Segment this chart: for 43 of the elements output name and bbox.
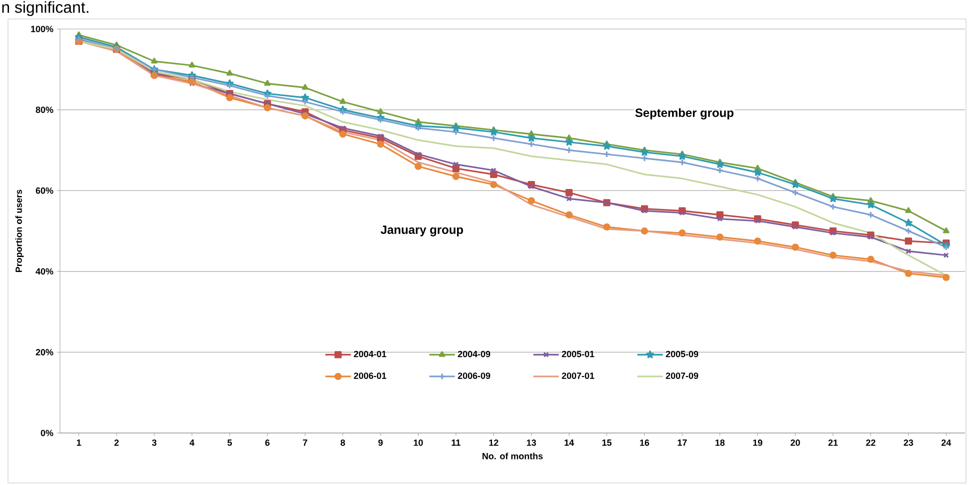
legend-label: 2004-01 [354,350,386,358]
x-tick-label: 3 [152,440,156,446]
y-tick-label: 100% [31,26,54,32]
x-tick-label: 10 [414,440,423,446]
x-tick-label: 8 [340,440,346,446]
x-tick-label: 20 [790,440,800,446]
legend-label: 2005-09 [666,350,698,358]
x-tick-label: 5 [227,440,232,446]
x-tick-label: 17 [678,440,687,446]
annotation: September group [635,108,734,120]
legend-label: 2007-01 [562,372,594,379]
y-tick-label: 20% [36,349,54,356]
legend-label: 2006-09 [458,372,490,379]
x-tick-label: 4 [190,440,194,446]
x-tick-label: 9 [378,440,383,446]
legend-label: 2007-09 [666,372,698,379]
x-tick-label: 1 [76,440,82,446]
x-tick-label: 14 [564,440,574,446]
y-tick-label: 80% [36,106,54,113]
x-tick-label: 11 [452,440,460,446]
x-tick-label: 21 [828,440,838,446]
x-tick-label: 7 [303,440,308,446]
x-tick-label: 16 [640,440,650,446]
annotation: January group [380,226,464,236]
legend-label: 2006-01 [354,372,386,379]
y-axis-title: Proportion of users [15,190,24,272]
text: n significant. [2,1,88,16]
x-tick-label: 6 [265,440,270,446]
x-tick-label: 22 [866,440,876,446]
x-tick-label: 23 [904,440,914,446]
x-tick-label: 24 [941,440,952,446]
legend-label: 2004-09 [458,350,490,358]
y-tick-label: 40% [36,268,54,275]
legend-label: 2005-01 [562,350,594,358]
y-tick-label: 60% [36,187,54,194]
x-tick-label: 18 [715,440,725,446]
x-axis-title: No. of months [482,452,543,460]
y-tick-label: 0% [40,430,54,436]
x-tick-label: 2 [114,440,119,446]
x-tick-label: 13 [526,440,536,446]
x-tick-label: 15 [602,440,612,446]
x-tick-label: 12 [489,440,498,446]
x-tick-label: 19 [753,440,762,446]
